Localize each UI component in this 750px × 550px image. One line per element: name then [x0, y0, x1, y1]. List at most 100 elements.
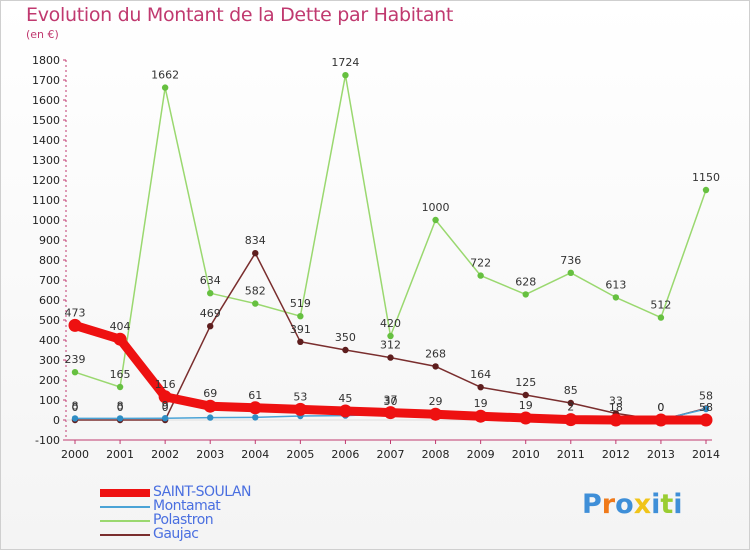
data-label: 722 — [470, 257, 491, 270]
data-point-gaujac — [252, 250, 259, 257]
x-tick-label: 2000 — [61, 448, 89, 461]
logo-letter: i — [673, 489, 683, 520]
data-label: 736 — [560, 254, 581, 267]
logo-letter: t — [660, 489, 674, 520]
y-tick-label: 0 — [53, 414, 60, 427]
data-label: 30 — [384, 395, 398, 408]
data-label: 834 — [245, 234, 266, 247]
data-label: 164 — [470, 368, 491, 381]
data-label: 0 — [72, 401, 79, 414]
data-point-gaujac — [342, 346, 349, 354]
data-label: 404 — [110, 320, 131, 333]
data-label: 19 — [519, 399, 533, 412]
x-tick-label: 2012 — [602, 448, 630, 461]
legend-swatch — [100, 506, 150, 508]
x-tick-label: 2003 — [196, 448, 224, 461]
legend-item-gaujac: Gaujac — [100, 527, 300, 542]
data-point-polastron — [702, 186, 710, 194]
y-tick-label: 100 — [39, 394, 60, 407]
logo-letter: o — [615, 489, 634, 520]
y-tick-label: 800 — [39, 254, 60, 267]
data-label: 268 — [425, 347, 446, 360]
y-tick-label: 1000 — [32, 214, 60, 227]
data-label: 0 — [162, 401, 169, 414]
data-label: 58 — [699, 401, 713, 414]
x-tick-label: 2013 — [647, 448, 675, 461]
data-label: 2 — [567, 401, 574, 414]
x-tick-label: 2007 — [377, 448, 405, 461]
logo-letter: x — [633, 489, 652, 520]
legend-item-montamat: Montamat — [100, 498, 300, 514]
chart-subtitle: (en €) — [26, 28, 59, 41]
data-label: 0 — [657, 401, 664, 414]
legend-swatch — [100, 520, 150, 522]
data-label: 165 — [110, 368, 131, 381]
x-tick-label: 2010 — [512, 448, 540, 461]
series-layer — [68, 72, 713, 427]
data-point-saint-soulan — [248, 401, 262, 415]
logo-letter: r — [601, 489, 616, 520]
legend-label: Polastron — [153, 512, 214, 528]
y-tick-label: 1100 — [32, 194, 60, 207]
data-label: 628 — [515, 275, 536, 288]
x-tick-label: 2006 — [331, 448, 359, 461]
data-point-saint-soulan — [338, 404, 352, 418]
y-tick-label: 600 — [39, 294, 60, 307]
y-tick-label: 1400 — [32, 134, 60, 147]
data-point-saint-soulan — [293, 402, 307, 416]
data-label: 125 — [515, 376, 536, 389]
y-tick-label: 1800 — [32, 54, 60, 67]
y-tick-label: 200 — [39, 374, 60, 387]
data-label: 350 — [335, 331, 356, 344]
x-tick-label: 2014 — [692, 448, 720, 461]
data-label: 239 — [65, 353, 86, 366]
data-label: 8 — [72, 399, 79, 412]
legend: SAINT-SOULAN Montamat Polastron Gaujac — [100, 485, 300, 542]
data-point-polastron — [207, 290, 214, 297]
x-tick-label: 2002 — [151, 448, 179, 461]
data-label: 45 — [338, 392, 352, 405]
y-tick-label: 1500 — [32, 114, 60, 127]
legend-item-polastron: Polastron — [100, 512, 300, 528]
y-tick-label: 1600 — [32, 94, 60, 107]
data-label: 519 — [290, 297, 311, 310]
data-point-gaujac — [477, 384, 484, 391]
data-label: 33 — [609, 394, 623, 407]
data-label: 1724 — [331, 56, 359, 69]
data-label: 391 — [290, 323, 311, 336]
y-tick-label: 400 — [39, 334, 60, 347]
data-label: 9 — [162, 399, 169, 412]
data-label: 69 — [203, 387, 217, 400]
data-point-montamat — [71, 415, 79, 422]
y-tick-label: 1200 — [32, 174, 60, 187]
data-point-polastron — [387, 332, 394, 340]
y-tick-label: 500 — [39, 314, 60, 327]
data-point-saint-soulan — [474, 409, 488, 423]
data-point-polastron — [567, 269, 574, 276]
data-label: 634 — [200, 274, 221, 287]
y-tick-label: 300 — [39, 354, 60, 367]
legend-label: Montamat — [153, 498, 221, 514]
data-label: 312 — [380, 339, 401, 352]
x-tick-label: 2004 — [241, 448, 269, 461]
data-point-montamat — [207, 414, 214, 421]
legend-swatch — [100, 489, 150, 497]
data-label: 0 — [657, 401, 664, 414]
data-label: 1000 — [422, 201, 450, 214]
data-label: 1150 — [692, 171, 720, 184]
data-point-saint-soulan — [203, 399, 217, 413]
data-point-saint-soulan — [564, 413, 578, 427]
data-point-polastron — [71, 369, 79, 376]
logo-letter: P — [582, 489, 602, 520]
x-tick-label: 2005 — [286, 448, 314, 461]
data-label: 8 — [117, 399, 124, 412]
data-point-polastron — [252, 300, 259, 307]
chart-title: Evolution du Montant de la Dette par Hab… — [26, 4, 454, 26]
data-point-polastron — [522, 291, 529, 298]
data-point-saint-soulan — [158, 390, 172, 404]
y-tick-label: 900 — [39, 234, 60, 247]
logo-letter: i — [651, 489, 661, 520]
data-label: 29 — [429, 395, 443, 408]
data-point-gaujac — [207, 323, 214, 330]
